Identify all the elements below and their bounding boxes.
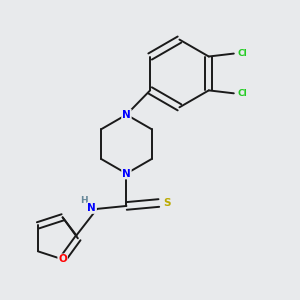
Text: Cl: Cl: [237, 49, 247, 58]
Text: S: S: [163, 198, 171, 208]
Text: Cl: Cl: [237, 89, 247, 98]
Text: N: N: [87, 203, 96, 213]
Text: O: O: [58, 254, 67, 264]
Text: H: H: [80, 196, 88, 205]
Text: N: N: [122, 110, 131, 120]
Text: N: N: [122, 169, 131, 178]
